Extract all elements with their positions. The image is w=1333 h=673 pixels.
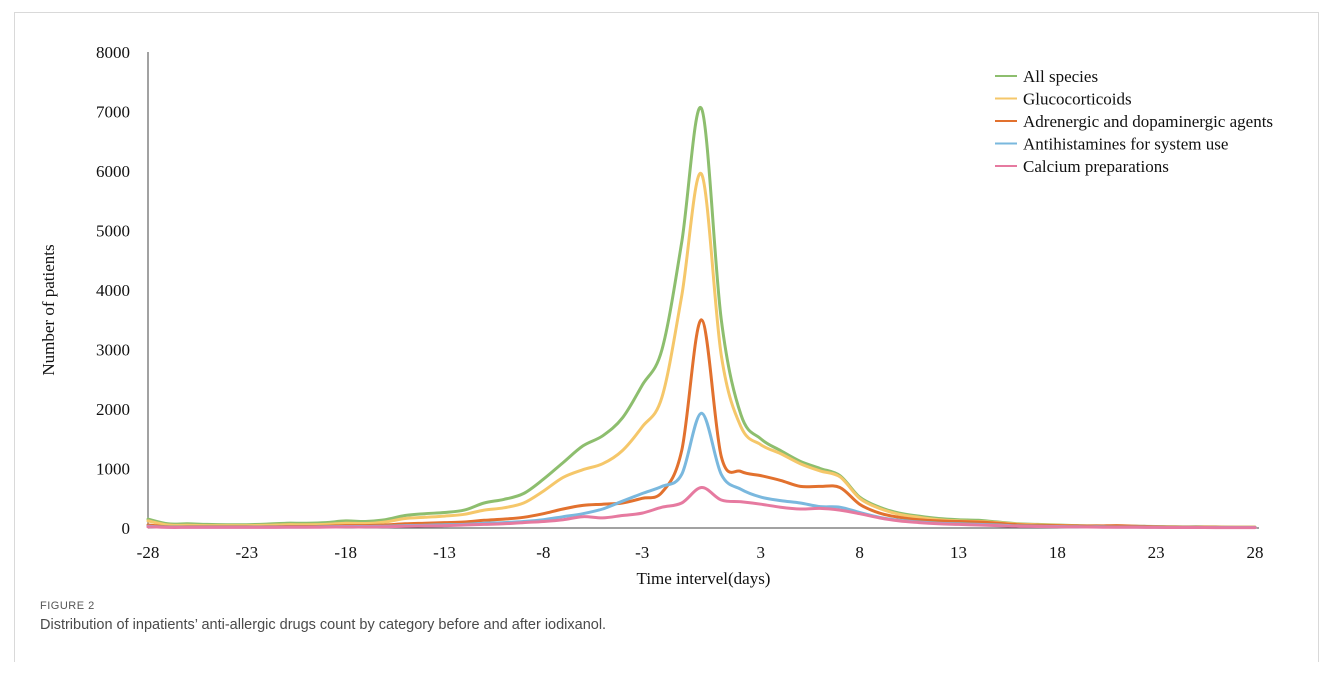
series-line-2 [146,171,1257,529]
legend-label: All species [1023,67,1098,86]
y-tick-label: 7000 [96,103,130,122]
legend-label: Antihistamines for system use [1023,135,1228,154]
legend-label: Glucocorticoids [1023,90,1132,109]
series-line-3 [146,318,1257,529]
x-tick-label: 18 [1049,543,1066,562]
y-tick-label: 3000 [96,341,130,360]
line-chart: 0 1000 2000 3000 4000 5000 6000 7000 8000 -28 -23… [39,43,1273,588]
figure-caption: Distribution of inpatients’ anti-allergi… [40,617,607,633]
x-tick-label: -8 [536,543,550,562]
y-tick-label: 0 [122,519,131,538]
x-tick-labels: -28 -23 -18 -13 -8 -3 3 8 13 18 23 28 [137,543,1264,562]
x-tick-label: 28 [1247,543,1264,562]
series-lines [146,106,1257,530]
legend: All species Glucocorticoids Adrenergic and… [995,67,1273,176]
x-tick-label: 8 [855,543,864,562]
x-tick-label: -28 [137,543,160,562]
figure-frame [14,12,1319,662]
y-tick-label: 2000 [96,400,130,419]
x-axis-label: Time intervel(days) [637,569,771,588]
x-tick-label: -13 [433,543,456,562]
x-tick-label: -18 [334,543,357,562]
legend-label: Adrenergic and dopaminergic agents [1023,112,1273,131]
x-tick-label: 23 [1148,543,1165,562]
figure-label: FIGURE 2 [40,600,95,612]
y-tick-label: 1000 [96,460,130,479]
y-tick-label: 4000 [96,281,130,300]
series-line-5 [146,486,1257,530]
y-tick-label: 5000 [96,222,130,241]
y-tick-labels: 0 1000 2000 3000 4000 5000 6000 7000 8000 [96,43,130,538]
series-line-4 [146,411,1257,529]
legend-label: Calcium preparations [1023,157,1169,176]
y-tick-label: 8000 [96,43,130,62]
x-tick-label: -3 [635,543,649,562]
x-tick-label: 3 [757,543,766,562]
y-axis-label: Number of patients [39,244,58,375]
x-tick-label: -23 [236,543,259,562]
y-tick-label: 6000 [96,162,130,181]
x-tick-label: 13 [950,543,967,562]
